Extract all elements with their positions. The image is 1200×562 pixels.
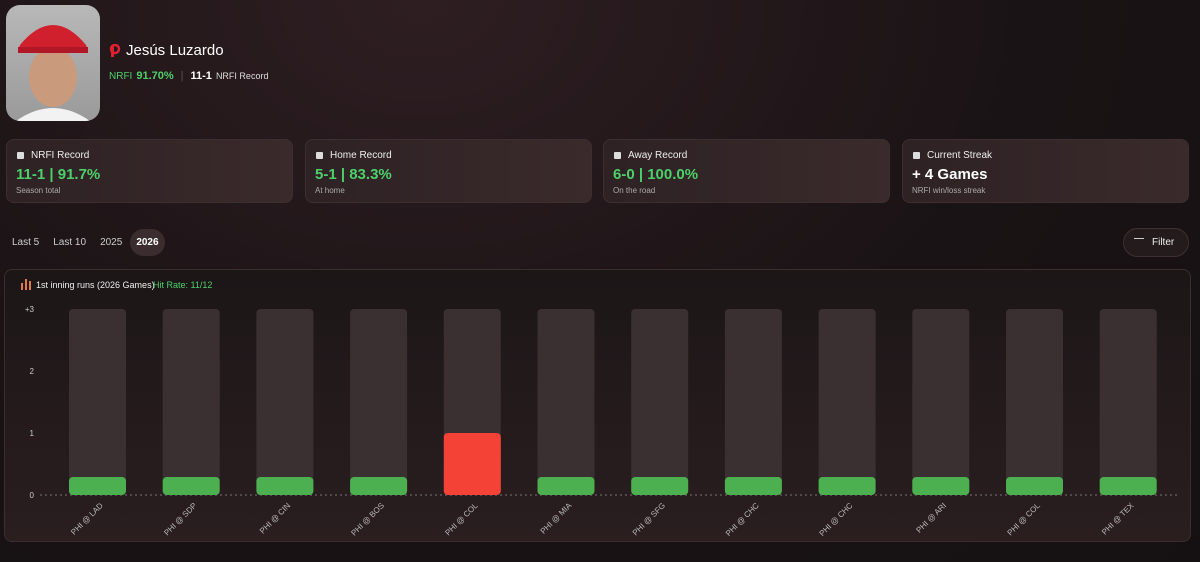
y-tick-label: +3	[25, 305, 35, 314]
tab[interactable]: 2025	[100, 237, 123, 248]
photo-art	[16, 25, 90, 121]
y-tick-label: 1	[30, 429, 35, 438]
card-value: 6-0 | 100.0%	[613, 166, 699, 183]
x-tick-label: PHI @ ARI	[914, 501, 948, 535]
tab[interactable]: Last 5	[12, 237, 40, 248]
card-subtitle: At home	[315, 186, 345, 195]
bar	[1006, 477, 1063, 495]
card-icon	[17, 152, 24, 159]
tab[interactable]: 2026	[130, 229, 165, 256]
bar	[818, 477, 876, 495]
x-tick-label: PHI @ CIN	[258, 501, 293, 536]
card-icon	[316, 152, 323, 159]
bar	[912, 477, 970, 495]
card-value: 11-1 | 91.7%	[16, 166, 101, 183]
tabs: Last 5 Last 10 2025 2026	[6, 229, 165, 256]
bar	[443, 433, 501, 495]
card-subtitle: NRFI win/loss streak	[912, 186, 986, 195]
card-subtitle: On the road	[613, 186, 656, 195]
card-subtitle: Season total	[16, 186, 61, 195]
bar-track	[724, 309, 782, 495]
x-tick-label: PHI @ MIA	[539, 501, 574, 536]
bar	[631, 477, 689, 495]
bar	[162, 477, 220, 495]
card-icon	[913, 152, 920, 159]
x-tick-label: PHI @ SFG	[631, 501, 667, 537]
card-icon	[614, 152, 621, 159]
chart-title: 1st inning runs (2026 Games)	[36, 280, 155, 290]
card-title: Current Streak	[927, 150, 993, 161]
card-title: Home Record	[330, 150, 392, 161]
card-value: + 4 Games	[912, 166, 988, 183]
bar	[724, 477, 782, 495]
filter-label: Filter	[1152, 237, 1175, 248]
player-summary: NRFI 91.70% | 11-1 NRFI Record	[109, 70, 269, 82]
x-tick-label: PHI @ SDP	[162, 501, 198, 537]
bar	[1099, 477, 1157, 495]
bar	[256, 477, 314, 495]
player-name: Jesús Luzardo	[126, 42, 224, 59]
bar-track	[818, 309, 876, 495]
stat-card: Home Record 5-1 | 83.3% At home	[305, 139, 592, 203]
x-tick-label: PHI @ BOS	[349, 501, 386, 538]
bar-track	[1006, 309, 1063, 495]
x-tick-label: PHI @ TEX	[1100, 501, 1136, 537]
y-tick-label: 0	[30, 491, 35, 500]
x-tick-label: PHI @ COL	[1006, 501, 1043, 538]
card-title: Away Record	[628, 150, 688, 161]
player-photo	[6, 5, 100, 121]
bar	[537, 477, 595, 495]
bar-track	[912, 309, 970, 495]
bar-track	[256, 309, 314, 495]
tab[interactable]: Last 10	[53, 237, 87, 248]
record-label: NRFI Record	[215, 71, 269, 81]
x-tick-label: PHI @ COL	[443, 501, 480, 538]
stat-card: NRFI Record 11-1 | 91.7% Season total	[6, 139, 293, 203]
card-value: 5-1 | 83.3%	[315, 166, 392, 183]
y-tick-label: 2	[30, 367, 35, 376]
bar-track	[162, 309, 220, 495]
bar	[69, 477, 126, 495]
bar-track	[1099, 309, 1157, 495]
x-tick-label: PHI @ LAD	[69, 501, 105, 537]
stat-card: Current Streak + 4 Games NRFI win/loss str…	[902, 139, 1189, 203]
bar-track	[350, 309, 408, 495]
chart-annotation: Hit Rate: 11/12	[153, 280, 212, 290]
stat-card: Away Record 6-0 | 100.0% On the road	[603, 139, 890, 203]
nrfi-pct: 91.70%	[136, 70, 174, 82]
team-logo	[109, 44, 121, 57]
bar-track	[537, 309, 595, 495]
nrfi-label: NRFI	[109, 71, 133, 82]
record: 11-1	[190, 70, 212, 82]
x-tick-label: PHI @ CHC	[724, 501, 761, 538]
x-tick-label: PHI @ CHC	[818, 501, 855, 538]
card-title: NRFI Record	[31, 150, 90, 161]
filter-button[interactable]: Filter	[1123, 228, 1189, 257]
bar-track	[631, 309, 689, 495]
bar	[350, 477, 408, 495]
bar-track	[69, 309, 126, 495]
